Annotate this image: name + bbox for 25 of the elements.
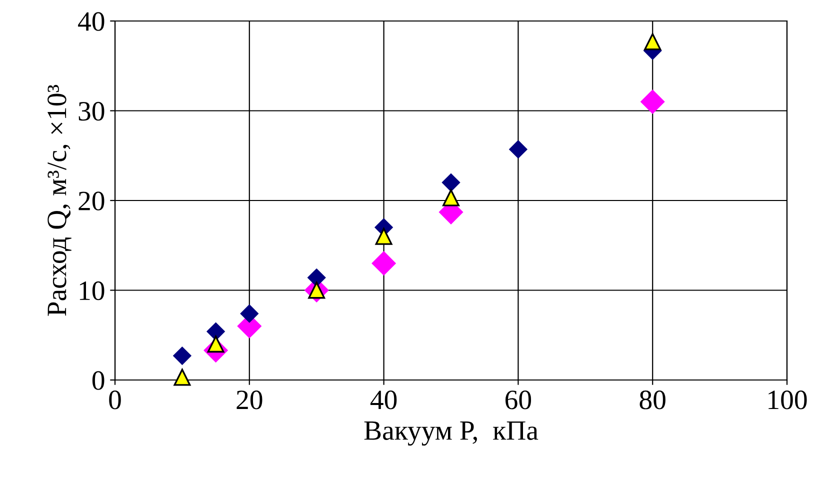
point [375,228,392,245]
x-tick-label: 40 [370,390,397,410]
y-axis-title: Расход Q, м³/с, ×10³ [48,84,72,316]
point [173,346,192,365]
y-tick-label: 20 [78,192,104,210]
point [442,189,460,206]
x-axis-title: Вакуум P, кПа [364,421,538,446]
point [509,140,528,159]
x-tick-label: 20 [236,390,262,410]
point [174,368,191,386]
point [644,33,662,50]
x-tick-label: 0 [109,390,121,410]
y-tick-label: 0 [92,371,104,390]
point [640,90,665,114]
x-tick-label: 80 [640,390,666,410]
point [372,251,396,276]
point [240,304,259,323]
point [206,322,225,341]
point [307,268,326,287]
point [442,173,460,192]
y-tick-label: 30 [78,102,104,121]
x-tick-label: 100 [768,390,807,410]
y-tick-label: 40 [78,12,104,31]
y-tick-label: 10 [80,281,104,300]
x-tick-label: 60 [506,390,532,410]
